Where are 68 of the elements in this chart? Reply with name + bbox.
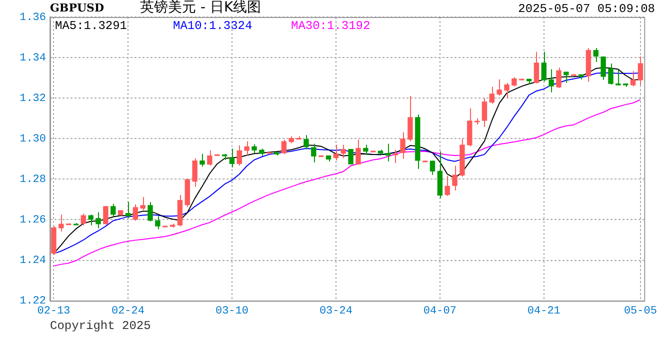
candlestick xyxy=(593,48,598,63)
candlestick xyxy=(608,63,614,86)
candlestick xyxy=(348,148,354,165)
candlestick xyxy=(430,160,436,176)
candlestick xyxy=(333,144,339,161)
y-tick-label: 1.30 xyxy=(20,134,46,146)
candlestick xyxy=(630,70,636,87)
candlestick xyxy=(96,212,101,229)
candlestick xyxy=(400,132,406,160)
candlestick xyxy=(616,70,621,86)
candlestick xyxy=(80,213,86,226)
candlestick xyxy=(444,175,450,196)
candlestick xyxy=(140,196,146,211)
candlestick xyxy=(452,165,458,192)
x-tick-label: 03-24 xyxy=(319,305,353,318)
candlestick xyxy=(304,134,309,150)
candlestick xyxy=(556,67,562,88)
candlestick xyxy=(541,51,546,82)
candlestick xyxy=(88,214,94,226)
y-tick-label: 1.34 xyxy=(20,52,46,64)
y-tick-label: 1.24 xyxy=(20,255,46,268)
text: MA5:1.3291 xyxy=(55,19,128,34)
x-tick-label: 02-24 xyxy=(111,305,145,318)
candlestick xyxy=(504,82,510,99)
candlestick xyxy=(244,140,250,156)
candlestick xyxy=(408,96,413,142)
candlestick xyxy=(155,216,160,230)
x-tick-label: 04-21 xyxy=(527,305,561,318)
x-tick-label: 05-05 xyxy=(624,305,657,318)
candlestick xyxy=(385,143,391,162)
candlestick xyxy=(200,153,205,168)
candlestick xyxy=(512,76,517,87)
y-tick-label: 1.28 xyxy=(20,174,46,186)
text: Copyright 2025 xyxy=(50,319,151,334)
candlestick xyxy=(564,71,569,84)
candlestick xyxy=(207,150,212,166)
candlestick xyxy=(192,158,198,188)
candlestick xyxy=(482,98,488,128)
candlestick xyxy=(392,149,398,164)
y-tick-label: 1.36 xyxy=(20,12,46,24)
y-tick-label: 1.26 xyxy=(20,214,46,227)
candlestick xyxy=(496,78,502,96)
text: MA30:1.3192 xyxy=(291,19,370,34)
candlestick xyxy=(229,148,235,168)
candlestick xyxy=(363,144,368,156)
chart-subtitle: GBPUSD xyxy=(50,1,104,14)
candlestick xyxy=(132,204,138,222)
text: 2025-05-07 05:09:08 xyxy=(518,2,655,16)
text: MA10:1.3324 xyxy=(173,19,252,34)
x-tick-label: 02-13 xyxy=(37,305,70,318)
candlestick xyxy=(148,202,153,222)
candlestick xyxy=(311,143,316,163)
candlestick xyxy=(489,86,495,104)
candlestick xyxy=(110,203,116,217)
candlestick xyxy=(356,139,361,165)
candlestick xyxy=(125,201,131,219)
x-tick-label: 03-10 xyxy=(215,305,248,318)
candlestick xyxy=(600,56,606,80)
candlestick xyxy=(340,144,346,159)
candlestick xyxy=(534,51,540,84)
y-tick-label: 1.32 xyxy=(20,92,46,105)
candlestick xyxy=(236,144,242,166)
candlestick xyxy=(638,56,644,86)
x-tick-label: 04-07 xyxy=(423,305,456,318)
chart-title: 英镑美元 - 日K线图 xyxy=(140,0,262,16)
candlestick xyxy=(548,68,554,93)
candlestick xyxy=(103,206,108,226)
candlestick xyxy=(281,139,287,155)
